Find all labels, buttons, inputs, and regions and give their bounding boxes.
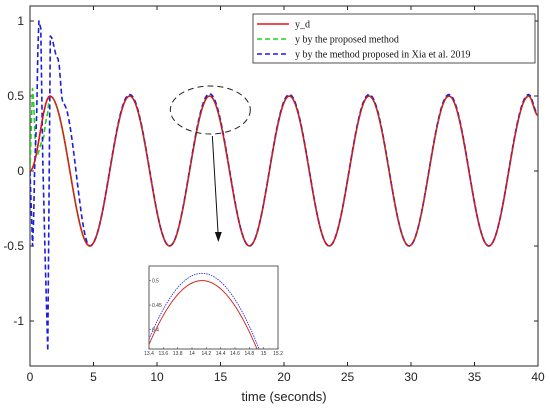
inset-x-tick-label: 13.6: [158, 351, 168, 357]
inset-line-xia: [149, 272, 260, 349]
inset-x-tick-label: 13.8: [173, 351, 183, 357]
x-tick-label: 10: [150, 370, 164, 384]
inset-x-tick-label: 14: [189, 351, 195, 357]
x-tick-label: 15: [214, 370, 228, 384]
y-tick-label: 0.5: [7, 89, 24, 103]
inset-y-tick-label: 0.45: [152, 303, 162, 309]
legend: y_dy by the proposed method y by the meth…: [252, 13, 536, 64]
inset-x-tick-label: 14.2: [201, 351, 211, 357]
legend-label: y by the proposed method: [295, 35, 399, 46]
zoom-arrow-head: [214, 232, 222, 242]
zoom-arrow-line: [211, 135, 219, 239]
x-axis-ticks: 0 5 10 15 20 25 30 35 40: [27, 6, 545, 384]
inset-x-tick-label: 14.8: [244, 351, 254, 357]
y-tick-label: 1: [17, 14, 24, 28]
plot-area: [29, 5, 539, 367]
x-tick-label: 5: [90, 370, 97, 384]
inset-x-tick-label: 13.4: [144, 351, 154, 357]
x-tick-label: 35: [468, 370, 482, 384]
zoom-annotation: [169, 85, 251, 242]
inset-x-tick-label: 15: [261, 351, 267, 357]
x-tick-label: 20: [277, 370, 291, 384]
inset-frame: [148, 265, 279, 350]
inset-y-tick-label: 0.5: [152, 279, 159, 285]
x-tick-label: 0: [27, 370, 34, 384]
x-tick-label: 30: [404, 370, 418, 384]
inset-line-proposed: [149, 279, 258, 349]
legend-box: [252, 13, 536, 64]
x-tick-label: 25: [341, 370, 355, 384]
inset-x-tick-label: 14.6: [230, 351, 240, 357]
inset-zoom-plot: 13.4 13.6 13.8 14 14.2 14.4 14.6 14.8 15 15.2 0.5 0…: [144, 265, 283, 357]
series-group: [30, 20, 538, 352]
legend-label: y_d: [295, 20, 310, 31]
x-tick-label: 40: [531, 370, 545, 384]
inset-x-tick-label: 15.2: [273, 351, 283, 357]
inset-x-tick-label: 14.4: [216, 351, 226, 357]
series-line-yd-overlay: [30, 95, 538, 247]
y-tick-label: 0: [17, 164, 24, 178]
inset-series-group: [149, 272, 260, 349]
y-tick-label: -0.5: [3, 239, 24, 253]
x-axis-label: time (seconds): [241, 389, 326, 404]
y-tick-label: -1: [13, 314, 24, 328]
legend-label: y by the method proposed in Xia et al. 2…: [295, 50, 471, 61]
zoom-ellipse: [169, 85, 251, 135]
